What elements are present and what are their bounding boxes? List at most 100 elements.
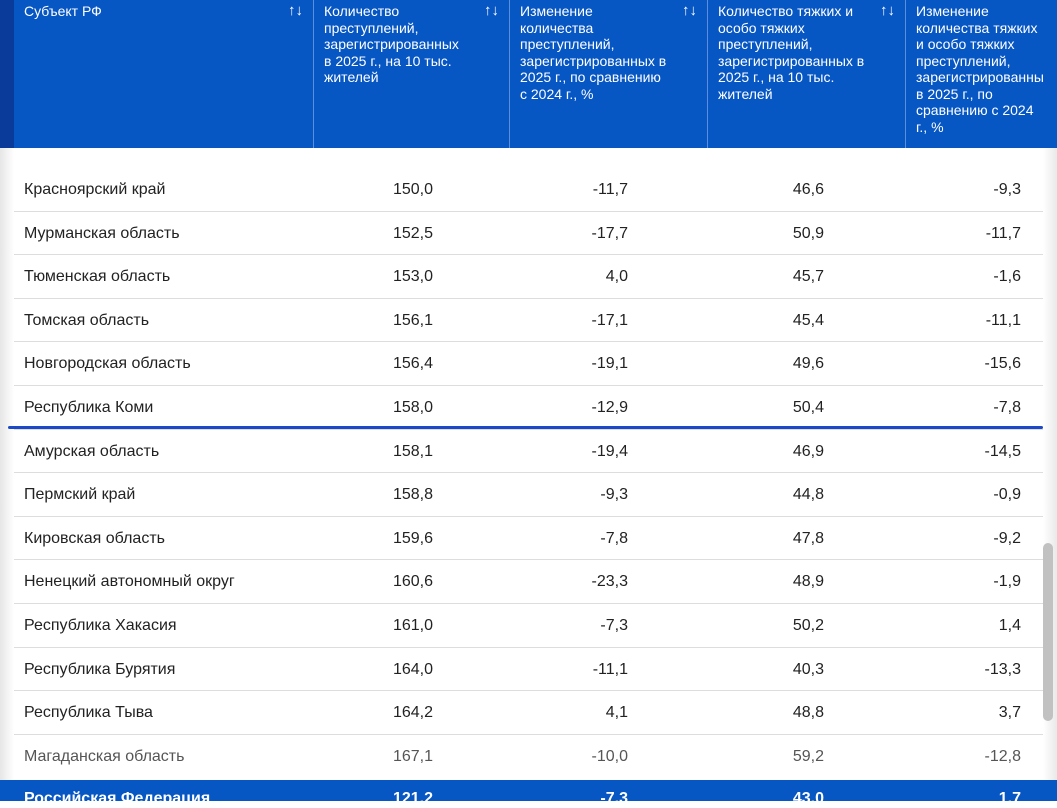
cell-value: -13,3 bbox=[984, 660, 1021, 678]
table-header: Субъект РФ ↑↓ Количество преступлений, з… bbox=[14, 0, 1057, 148]
cell-value: 159,6 bbox=[392, 529, 433, 547]
table-row[interactable]: Тюменская область 153,0 4,0 45,7 -1,6 bbox=[14, 255, 1043, 299]
table-row[interactable]: Республика Хакасия 161,0 -7,3 50,2 1,4 bbox=[14, 604, 1043, 648]
cell-value: 44,8 bbox=[792, 486, 824, 504]
region-name: Пермский край bbox=[24, 486, 136, 504]
total-value: 121,2 bbox=[392, 790, 433, 807]
cell-value: 50,2 bbox=[792, 617, 824, 634]
table-row[interactable]: Мурманская область 152,5 -17,7 50,9 -11,7 bbox=[14, 212, 1043, 256]
cell-value: 49,6 bbox=[792, 355, 824, 373]
cell-value: 158,0 bbox=[392, 399, 433, 416]
cell-value: 45,7 bbox=[792, 268, 824, 286]
cell-value: -10,0 bbox=[591, 747, 628, 765]
cell-value: 153,0 bbox=[392, 268, 433, 286]
region-name: Амурская область bbox=[24, 442, 160, 460]
sort-icon[interactable]: ↑↓ bbox=[288, 2, 303, 19]
column-header-crimes-change[interactable]: Изменение количества преступлений, зарег… bbox=[509, 0, 707, 148]
table-row[interactable]: Новгородская область 156,4 -19,1 49,6 -15,6 bbox=[14, 342, 1043, 386]
region-name: Республика Хакасия bbox=[24, 617, 177, 634]
cell-value: 150,0 bbox=[392, 181, 433, 198]
cell-value: 158,8 bbox=[392, 486, 433, 504]
cell-value: 4,1 bbox=[605, 704, 628, 722]
header-label: Количество преступлений, зарегистрирован… bbox=[324, 3, 459, 85]
cell-value: -15,6 bbox=[984, 355, 1021, 373]
cell-value: 59,2 bbox=[792, 747, 824, 765]
header-label: Изменение количества тяжких и особо тяжк… bbox=[916, 3, 1044, 135]
region-name: Республика Тыва bbox=[24, 704, 153, 722]
cell-value: 4,0 bbox=[605, 268, 628, 286]
cell-value: 167,1 bbox=[392, 747, 433, 765]
cell-value: 158,1 bbox=[392, 442, 433, 460]
highlight-divider bbox=[8, 426, 1043, 429]
cell-value: -11,1 bbox=[985, 311, 1021, 329]
table-row[interactable]: Томская область 156,1 -17,1 45,4 -11,1 bbox=[14, 299, 1043, 343]
table-row[interactable]: Красноярский край 150,0 -11,7 46,6 -9,3 bbox=[14, 168, 1043, 212]
table-row[interactable]: Амурская область 158,1 -19,4 46,9 -14,5 bbox=[14, 430, 1043, 474]
cell-value: 50,4 bbox=[792, 399, 824, 416]
region-name: Мурманская область bbox=[24, 224, 180, 242]
scrollbar-thumb[interactable] bbox=[1043, 543, 1053, 721]
cell-value: -11,7 bbox=[592, 181, 628, 198]
region-name: Республика Коми bbox=[24, 399, 154, 416]
sort-icon[interactable]: ↑↓ bbox=[682, 2, 697, 19]
region-name: Магаданская область bbox=[24, 747, 185, 765]
table-row[interactable]: Республика Тыва 164,2 4,1 48,8 3,7 bbox=[14, 691, 1043, 735]
cell-value: -7,8 bbox=[993, 399, 1021, 416]
cell-value: 50,9 bbox=[792, 224, 824, 242]
cell-value: 40,3 bbox=[792, 660, 824, 678]
cell-value: 48,9 bbox=[792, 573, 824, 591]
column-header-subject[interactable]: Субъект РФ ↑↓ bbox=[14, 0, 313, 148]
cell-value: -7,8 bbox=[600, 529, 628, 547]
cell-value: 156,4 bbox=[392, 355, 433, 373]
cell-value: -9,3 bbox=[993, 181, 1021, 198]
cell-value: 47,8 bbox=[792, 529, 824, 547]
cell-value: 46,9 bbox=[792, 442, 824, 460]
region-name: Новгородская область bbox=[24, 355, 191, 373]
total-value: 43,0 bbox=[792, 790, 824, 807]
cell-value: -19,1 bbox=[591, 355, 628, 373]
table-row[interactable]: Ненецкий автономный округ 160,6 -23,3 48,9 -… bbox=[14, 560, 1043, 604]
cell-value: 46,6 bbox=[792, 181, 824, 198]
cell-value: -12,8 bbox=[984, 747, 1021, 765]
region-name: Тюменская область bbox=[24, 268, 171, 286]
header-label: Изменение количества преступлений, зарег… bbox=[520, 3, 667, 102]
cell-value: 1,4 bbox=[998, 617, 1021, 634]
region-name: Кировская область bbox=[24, 529, 165, 547]
total-value: 1,7 bbox=[998, 790, 1021, 807]
cell-value: -17,7 bbox=[591, 224, 628, 242]
column-header-grave-per-10k[interactable]: Количество тяжких и особо тяжких преступ… bbox=[707, 0, 905, 148]
left-shadow bbox=[0, 148, 14, 781]
cell-value: -11,7 bbox=[985, 224, 1021, 242]
cell-value: -9,3 bbox=[600, 486, 628, 504]
left-edge bbox=[0, 0, 14, 148]
sort-icon[interactable]: ↑↓ bbox=[484, 2, 499, 19]
cell-value: 161,0 bbox=[392, 617, 433, 634]
cell-value: -0,9 bbox=[993, 486, 1021, 504]
cell-value: -7,3 bbox=[600, 617, 628, 634]
table-row[interactable]: Кировская область 159,6 -7,8 47,8 -9,2 bbox=[14, 517, 1043, 561]
cell-value: 45,4 bbox=[792, 311, 824, 329]
header-label: Количество тяжких и особо тяжких преступ… bbox=[718, 3, 865, 102]
total-row: Российская Федерация 121,2 -7,3 43,0 1,7 bbox=[0, 780, 1057, 807]
total-label: Российская Федерация bbox=[24, 790, 211, 807]
cell-value: -14,5 bbox=[984, 442, 1021, 460]
region-name: Ненецкий автономный округ bbox=[24, 573, 235, 591]
table-row[interactable]: Республика Коми 158,0 -12,9 50,4 -7,8 bbox=[14, 386, 1043, 430]
region-name: Томская область bbox=[24, 311, 150, 329]
table-row[interactable]: Магаданская область 167,1 -10,0 59,2 -12,8 bbox=[14, 735, 1043, 779]
table-row[interactable]: Пермский край 158,8 -9,3 44,8 -0,9 bbox=[14, 473, 1043, 517]
cell-value: 156,1 bbox=[392, 311, 433, 329]
sort-icon[interactable]: ↑↓ bbox=[880, 2, 895, 19]
cell-value: 164,2 bbox=[392, 704, 433, 722]
cell-value: -19,4 bbox=[591, 442, 628, 460]
cell-value: 3,7 bbox=[998, 704, 1021, 722]
table-row[interactable]: Республика Бурятия 164,0 -11,1 40,3 -13,3 bbox=[14, 648, 1043, 692]
column-header-crimes-per-10k[interactable]: Количество преступлений, зарегистрирован… bbox=[313, 0, 509, 148]
cell-value: -1,6 bbox=[993, 268, 1021, 286]
cell-value: -17,1 bbox=[591, 311, 628, 329]
cell-value: 152,5 bbox=[392, 224, 433, 242]
cell-value: -12,9 bbox=[591, 399, 628, 416]
cell-value: -9,2 bbox=[993, 529, 1021, 547]
column-header-grave-change[interactable]: Изменение количества тяжких и особо тяжк… bbox=[905, 0, 1057, 148]
cell-value: 160,6 bbox=[392, 573, 433, 591]
